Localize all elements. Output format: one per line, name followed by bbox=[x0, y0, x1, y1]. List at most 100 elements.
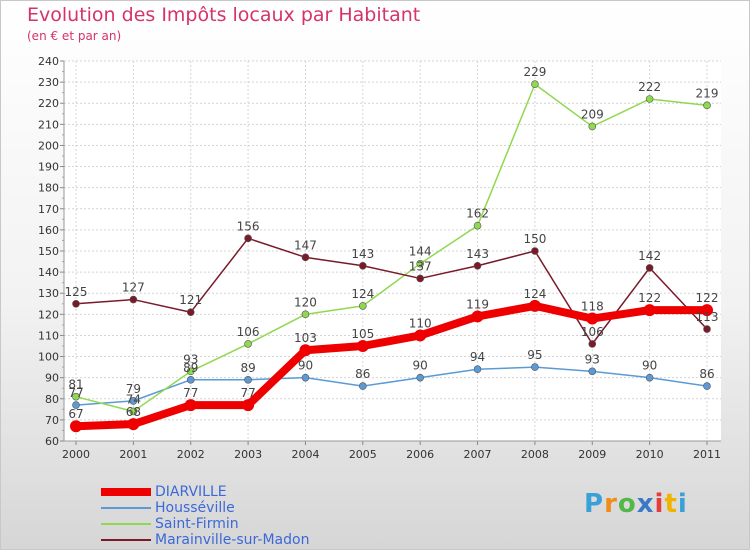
data-label-saint-firmin: 93 bbox=[183, 352, 198, 366]
series-group bbox=[70, 80, 713, 433]
data-label-houss-ville: 77 bbox=[68, 386, 83, 400]
y-tick-label: 120 bbox=[38, 308, 59, 321]
data-label-saint-firmin: 81 bbox=[68, 378, 83, 392]
data-point-diarville bbox=[643, 304, 656, 317]
y-tick-label: 160 bbox=[38, 224, 59, 237]
legend-swatch bbox=[101, 539, 151, 541]
y-tick-label: 70 bbox=[45, 414, 59, 427]
data-label-marainville-sur-madon: 143 bbox=[351, 247, 374, 261]
x-tick-label: 2007 bbox=[464, 448, 492, 461]
data-point-marainville-sur-madon bbox=[703, 325, 711, 333]
legend-label: Housséville bbox=[155, 500, 235, 516]
data-label-saint-firmin: 106 bbox=[237, 325, 260, 339]
data-point-marainville-sur-madon bbox=[186, 308, 195, 317]
x-tick-label: 2005 bbox=[349, 448, 377, 461]
data-point-houss-ville bbox=[416, 373, 424, 382]
data-point-marainville-sur-madon bbox=[588, 340, 597, 348]
x-tick-label: 2001 bbox=[119, 448, 147, 461]
data-point-marainville-sur-madon bbox=[244, 234, 252, 243]
data-point-marainville-sur-madon bbox=[531, 247, 539, 255]
data-label-houss-ville: 86 bbox=[699, 367, 714, 381]
data-point-saint-firmin bbox=[72, 392, 80, 401]
data-label-diarville: 77 bbox=[183, 386, 198, 400]
data-point-marainville-sur-madon bbox=[359, 261, 367, 270]
legend-swatch bbox=[101, 488, 151, 496]
series-line-saint-firmin bbox=[75, 83, 708, 413]
data-label-marainville-sur-madon: 125 bbox=[65, 285, 88, 299]
brand-letter: o bbox=[617, 489, 637, 519]
y-tick-label: 220 bbox=[38, 97, 59, 110]
y-tick-label: 230 bbox=[38, 76, 59, 89]
data-label-saint-firmin: 229 bbox=[523, 65, 546, 79]
data-point-diarville bbox=[70, 420, 82, 433]
data-point-houss-ville bbox=[186, 375, 195, 384]
data-label-houss-ville: 90 bbox=[642, 359, 657, 373]
brand-letter: r bbox=[604, 489, 618, 519]
x-tick-label: 2008 bbox=[521, 448, 549, 461]
data-label-marainville-sur-madon: 150 bbox=[523, 232, 546, 246]
data-label-diarville: 119 bbox=[466, 297, 489, 311]
y-tick-label: 200 bbox=[38, 139, 59, 152]
data-label-diarville: 124 bbox=[523, 287, 546, 301]
data-point-houss-ville bbox=[531, 363, 539, 371]
data-label-saint-firmin: 222 bbox=[638, 80, 661, 94]
data-point-diarville bbox=[356, 340, 369, 352]
data-point-saint-firmin bbox=[129, 407, 138, 416]
y-tick-label: 140 bbox=[38, 266, 59, 279]
legend-label: Marainville-sur-Madon bbox=[155, 532, 310, 548]
data-point-diarville bbox=[127, 418, 140, 431]
data-labels: 67 68 77 77 103 105 110 119 124 118 122 122 77 79 89 89… bbox=[65, 65, 719, 421]
data-point-diarville bbox=[184, 399, 197, 412]
x-tick-label: 2002 bbox=[177, 448, 205, 461]
data-point-saint-firmin bbox=[645, 95, 654, 103]
data-point-houss-ville bbox=[129, 397, 138, 405]
data-point-saint-firmin bbox=[416, 259, 424, 268]
brand-letter: t bbox=[664, 489, 678, 519]
data-label-marainville-sur-madon: 106 bbox=[581, 325, 604, 339]
data-point-diarville bbox=[586, 312, 599, 325]
legend-swatch bbox=[101, 523, 151, 525]
data-point-diarville bbox=[414, 329, 427, 342]
data-label-houss-ville: 89 bbox=[240, 361, 255, 375]
series-line-marainville-sur-madon bbox=[75, 237, 708, 345]
x-tick-label: 2003 bbox=[234, 448, 262, 461]
data-label-houss-ville: 89 bbox=[183, 361, 198, 375]
brand-letter: P bbox=[584, 489, 605, 519]
data-point-saint-firmin bbox=[359, 302, 367, 310]
data-point-saint-firmin bbox=[301, 310, 310, 319]
data-label-saint-firmin: 219 bbox=[696, 86, 719, 100]
data-point-houss-ville bbox=[703, 382, 711, 390]
data-label-diarville: 122 bbox=[696, 291, 719, 305]
data-label-diarville: 77 bbox=[240, 386, 255, 400]
data-label-marainville-sur-madon: 143 bbox=[466, 247, 489, 261]
y-tick-label: 80 bbox=[45, 393, 59, 406]
y-tick-label: 130 bbox=[38, 287, 59, 300]
brand-letter: x bbox=[636, 489, 655, 519]
x-tick-label: 2006 bbox=[406, 448, 434, 461]
brand-letter: i bbox=[677, 489, 688, 519]
x-tick-label: 2011 bbox=[693, 448, 721, 461]
data-label-diarville: 103 bbox=[294, 331, 317, 345]
data-label-marainville-sur-madon: 156 bbox=[237, 219, 260, 233]
series-line-houss-ville bbox=[75, 366, 708, 406]
data-label-houss-ville: 94 bbox=[470, 350, 485, 364]
data-label-diarville: 68 bbox=[126, 405, 141, 419]
x-tick-label: 2000 bbox=[62, 448, 90, 461]
data-point-houss-ville bbox=[72, 401, 80, 409]
data-label-saint-firmin: 74 bbox=[126, 392, 141, 406]
x-tick-label: 2009 bbox=[578, 448, 606, 461]
legend-label: Saint-Firmin bbox=[155, 516, 239, 532]
chart-subtitle: (en € et par an) bbox=[27, 29, 122, 43]
data-point-saint-firmin bbox=[473, 221, 482, 230]
data-point-marainville-sur-madon bbox=[129, 295, 138, 304]
data-point-diarville bbox=[299, 344, 312, 357]
data-point-saint-firmin bbox=[244, 340, 252, 348]
data-point-houss-ville bbox=[473, 365, 482, 374]
data-point-diarville bbox=[471, 310, 484, 323]
y-tick-label: 150 bbox=[38, 245, 59, 258]
y-tick-label: 210 bbox=[38, 118, 59, 131]
data-label-marainville-sur-madon: 137 bbox=[409, 259, 432, 273]
data-label-saint-firmin: 144 bbox=[409, 245, 432, 259]
